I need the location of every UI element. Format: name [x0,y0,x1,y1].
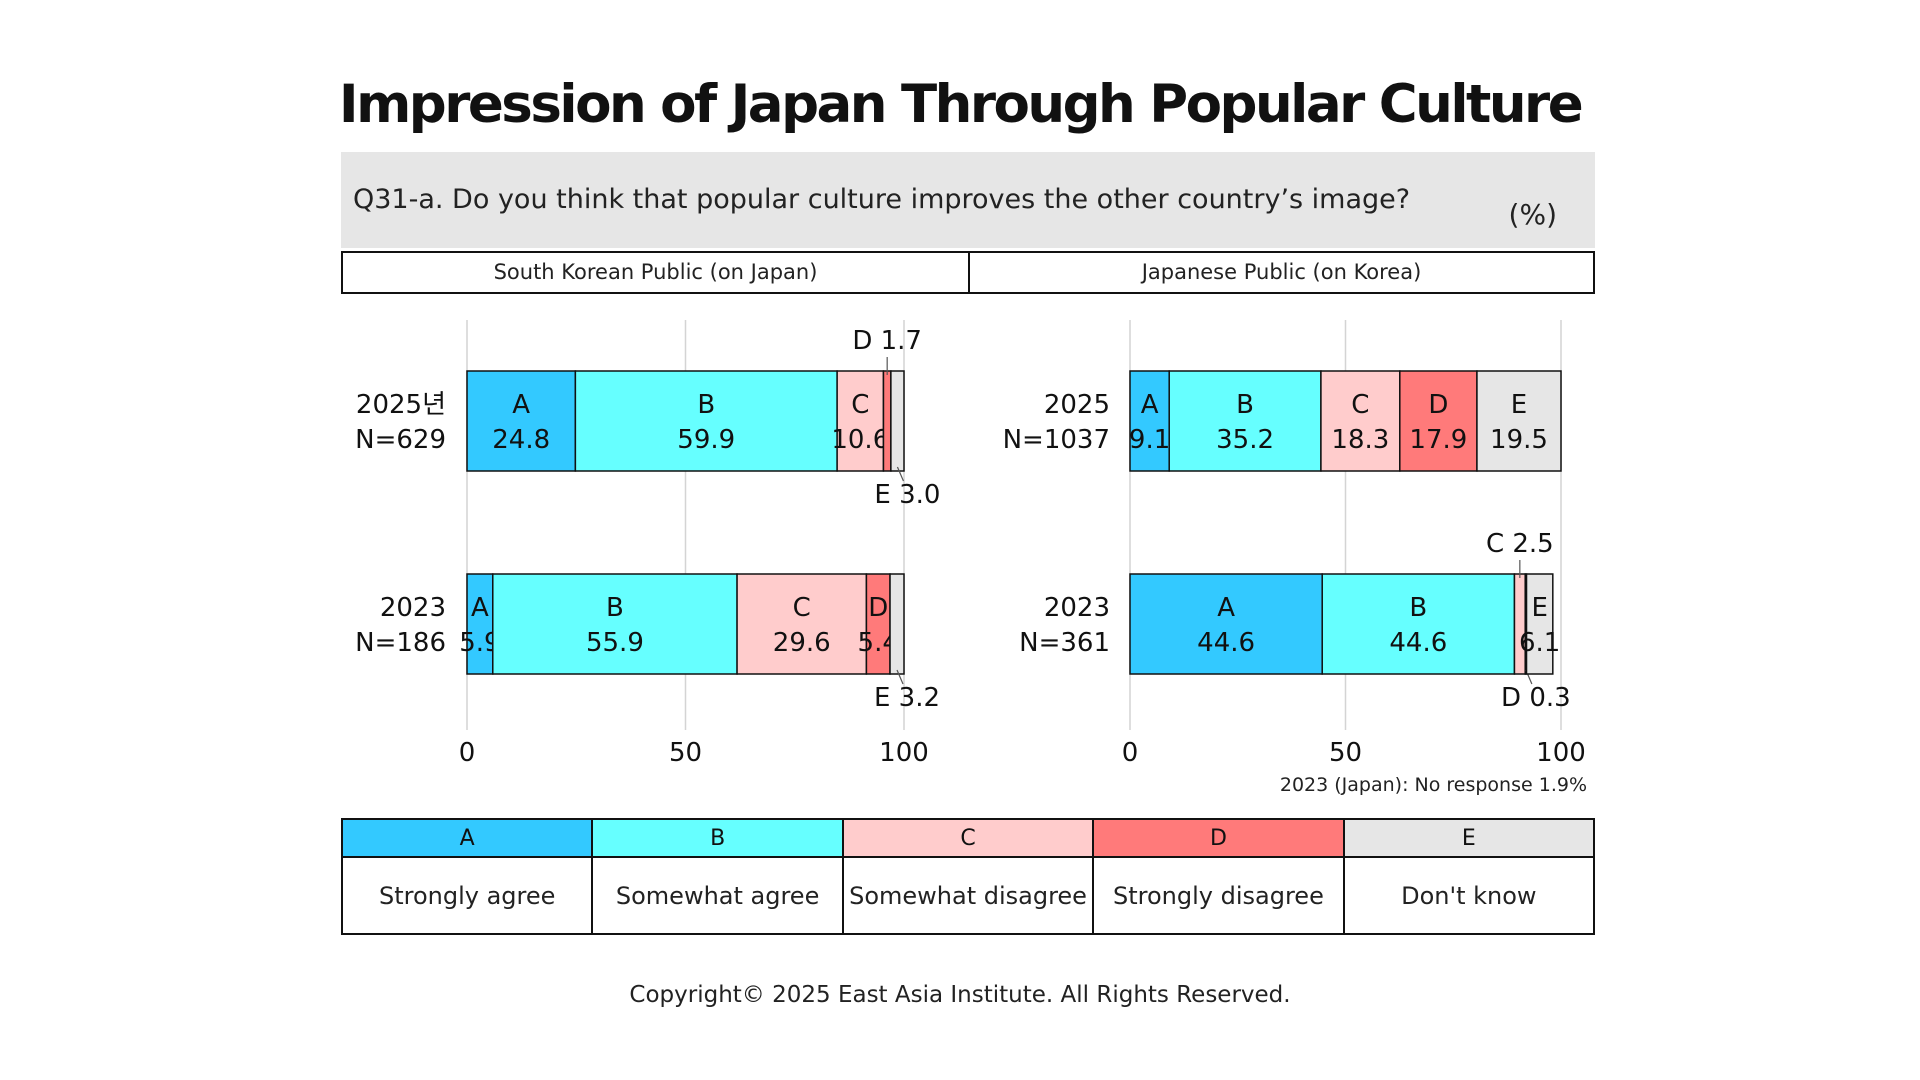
segment-value-label: 59.9 [677,425,735,455]
bar-segment-E [889,573,905,675]
segment-value-label: 29.6 [773,628,831,658]
x-tick-label: 0 [459,738,476,768]
bar-segment-E [1525,573,1554,675]
row-label: 2025 [1044,390,1110,420]
x-tick-label: 50 [669,738,702,768]
copyright: Copyright© 2025 East Asia Institute. All… [629,982,1291,1008]
segment-value-label: 6.1 [1519,628,1560,658]
bar-segment-E [1476,370,1562,472]
segment-code-label: B [1236,390,1254,420]
row-n-label: N=361 [1019,628,1110,658]
legend-item: C Somewhat disagree [843,820,1095,933]
segment-code-label: C [793,593,811,623]
legend-label: Don't know [1401,881,1537,910]
segment-code-label: B [606,593,624,623]
segment-callout-label: C 2.5 [1486,529,1554,559]
legend-code: D [1094,820,1343,858]
segment-value-label: 9.1 [1129,425,1170,455]
bar-segment-C [1320,370,1401,472]
segment-value-label: 44.6 [1389,628,1447,658]
callout-line [896,669,904,685]
row-label: 2025년 [356,390,446,420]
legend-code: C [843,820,1093,858]
segment-code-label: D [1428,390,1448,420]
bar-segment-C [736,573,868,675]
segment-code-label: A [1141,390,1159,420]
segment-value-label: 10.6 [831,425,889,455]
legend-item: E Don't know [1344,820,1594,933]
row-label: 2023 [380,593,446,623]
segment-callout-label: D 0.3 [1501,683,1571,713]
segment-value-label: 44.6 [1197,628,1255,658]
segment-value-label: 55.9 [586,628,644,658]
unit-label: (%) [1508,198,1557,231]
legend-label: Somewhat disagree [849,881,1087,910]
segment-code-label: B [697,390,715,420]
legend-label: Strongly agree [378,881,556,910]
row-label: 2023 [1044,593,1110,623]
legend-item: B Somewhat agree [593,820,844,933]
segment-code-label: A [1217,593,1235,623]
segment-callout-label: E 3.0 [874,480,940,510]
stacked-bar-charts: 0 50 100 2025년 N=629 A 24.8 B 59.9 C 10.6 D 1.7 E 3.… [355,320,1586,768]
bar-segment-A [466,370,577,472]
bar-segment-D [882,370,892,472]
legend-table: A Strongly agree B Somewhat agree C Some… [341,818,1595,935]
segment-code-label: A [512,390,530,420]
chart-title: Impression of Japan Through Popular Cult… [338,74,1584,135]
legend-item: A Strongly agree [343,820,594,933]
bar-segment-B [1321,573,1516,675]
bar-segment-B [492,573,738,675]
legend-item: D Strongly disagree [1094,820,1345,933]
bar-segment-B [1168,370,1322,472]
segment-value-label: 19.5 [1490,425,1548,455]
segment-value-label: 18.3 [1331,425,1389,455]
question-text: Q31-a. Do you think that popular culture… [353,184,1411,215]
bar-segment-D [1399,370,1478,472]
callout-line [896,466,904,482]
segment-callout-label: E 3.2 [874,683,940,713]
legend-code: B [593,820,842,858]
question-box: Q31-a. Do you think that popular culture… [341,152,1595,248]
segment-value-label: 24.8 [492,425,550,455]
legend-code: E [1344,820,1594,858]
segment-code-label: B [1409,593,1427,623]
segment-code-label: E [1511,390,1527,420]
bar-segment-D [865,573,891,675]
bar-segment-C [1513,573,1526,675]
segment-code-label: C [851,390,869,420]
bar-segment-A [1129,573,1323,675]
bar-segment-A [466,573,494,675]
segment-code-label: A [471,593,489,623]
bar-segment-B [574,370,838,472]
segment-code-label: E [1531,593,1547,623]
bar-segment-A [1129,370,1170,472]
legend-code: A [343,820,592,858]
segment-value-label: 17.9 [1409,425,1467,455]
footnote: 2023 (Japan): No response 1.9% [1279,774,1587,796]
legend-label: Somewhat agree [615,881,820,910]
row-n-label: N=1037 [1003,425,1110,455]
x-tick-label: 0 [1122,738,1139,768]
bar-segment-C [836,370,885,472]
row-n-label: N=629 [355,425,446,455]
panel-title-japan: Japanese Public (on Korea) [968,251,1595,294]
x-tick-label: 100 [879,738,929,768]
x-tick-label: 100 [1536,738,1586,768]
segment-code-label: C [1351,390,1369,420]
x-tick-label: 50 [1329,738,1362,768]
legend-label: Strongly disagree [1113,881,1324,910]
row-n-label: N=186 [355,628,446,658]
segment-code-label: D [868,593,888,623]
bar-segment-E [890,370,905,472]
segment-callout-label: D 1.7 [852,326,922,356]
segment-value-label: 35.2 [1216,425,1274,455]
panel-title-korea: South Korean Public (on Japan) [341,251,970,294]
